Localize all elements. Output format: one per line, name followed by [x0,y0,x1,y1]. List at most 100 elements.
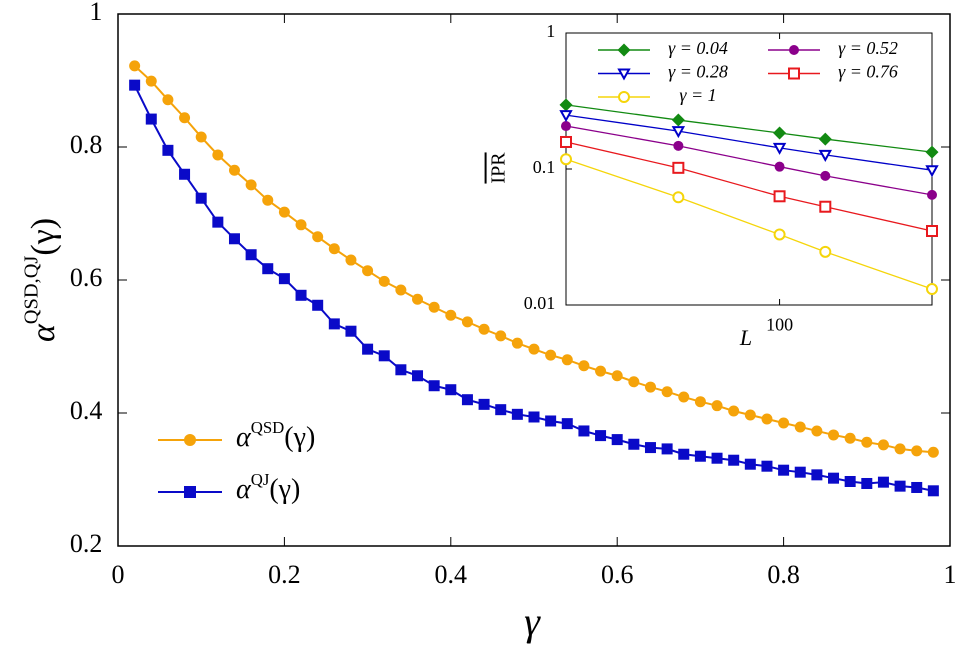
marker [162,94,174,106]
marker [877,476,889,488]
legend-label-sup: QSD [251,418,285,437]
y-axis-label-base: α [25,323,62,342]
y-axis-label: αQSD,QJ(γ) [20,218,62,342]
x-tick-label: 0.6 [601,560,634,589]
marker [395,284,407,296]
y-tick-label: 0.4 [70,396,103,425]
marker [278,206,290,218]
marker [774,161,785,172]
marker [328,243,340,255]
x-axis-label: γ [524,599,541,644]
marker [461,316,473,328]
marker [578,425,590,437]
marker [212,216,224,228]
marker [694,396,706,408]
marker [772,142,787,155]
marker [761,460,773,472]
marker [559,110,573,123]
marker [617,68,631,81]
marker [212,149,224,161]
marker [345,254,357,266]
x-tick-label: 0.8 [767,560,800,589]
marker [184,486,196,498]
series-line [565,141,933,232]
x-axis-label: L [739,325,752,350]
marker [819,245,832,258]
legend-label-base: α [236,474,252,505]
marker [794,421,806,433]
marker [927,446,939,458]
marker [773,126,787,140]
marker [478,398,490,410]
legend-label: γ = 0.52 [838,38,898,58]
marker [395,364,407,376]
marker [672,191,685,204]
marker [644,381,656,393]
marker [179,112,191,124]
marker [618,91,630,103]
marker [328,318,340,330]
marker [927,189,937,200]
legend-label: αQJ(γ) [236,470,300,506]
legend-label: γ = 0.04 [668,38,728,58]
marker [611,370,623,382]
marker [811,469,823,481]
marker [789,45,799,55]
marker [511,408,523,420]
marker [560,153,572,166]
marker [184,434,196,446]
series-line [565,114,933,171]
y-tick-label: 0.8 [70,130,103,159]
y-tick-label: 0.1 [533,157,556,177]
marker [877,439,889,451]
legend-label: γ = 0.28 [668,62,728,82]
marker [678,391,690,403]
marker [545,349,557,361]
marker [911,481,923,493]
marker [262,263,274,275]
marker [925,145,939,159]
x-tick-label: 100 [766,315,793,335]
marker [778,464,790,476]
marker [428,301,440,313]
marker [828,472,840,484]
legend-label-base: α [236,422,252,453]
marker [728,454,740,466]
y-tick-label: 1 [546,21,555,41]
marker [728,405,740,417]
marker [145,75,157,87]
marker [678,448,690,460]
marker [545,415,557,427]
marker [644,442,656,454]
marker [561,354,573,366]
marker [628,376,640,388]
series-line [565,125,933,196]
marker [312,231,324,243]
marker [844,475,856,487]
marker [788,67,800,80]
marker [495,404,507,416]
marker [412,370,424,382]
marker [617,43,631,57]
marker [312,299,324,311]
marker [362,343,374,355]
marker [559,98,573,112]
marker [578,360,590,372]
marker [528,343,540,355]
marker [561,418,573,430]
marker [861,436,873,448]
marker [245,249,257,261]
marker [245,179,257,191]
marker [819,200,832,213]
marker [195,131,207,143]
marker [828,429,840,441]
legend-label: γ = 1 [679,85,716,105]
marker [926,225,938,238]
marker [794,466,806,478]
plot-frame [117,13,951,547]
marker [461,394,473,406]
marker [818,149,833,162]
marker [773,228,786,241]
marker [561,121,571,132]
